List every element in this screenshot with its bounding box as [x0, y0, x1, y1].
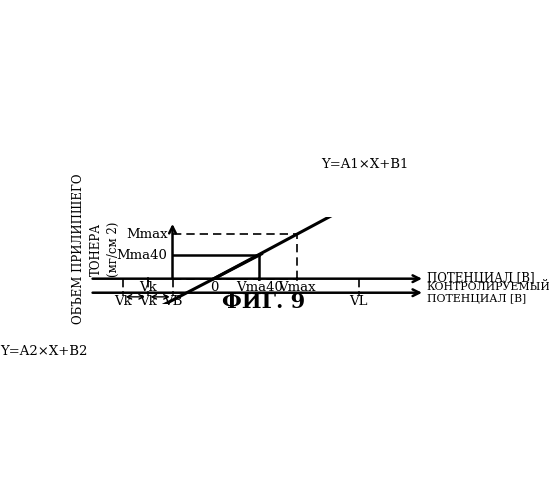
Text: Vk: Vk [139, 295, 156, 308]
Text: Y=A1×X+B1: Y=A1×X+B1 [321, 158, 408, 171]
Text: Mmax: Mmax [126, 228, 167, 241]
Text: 0: 0 [210, 282, 218, 294]
Text: ФИГ. 9: ФИГ. 9 [222, 292, 305, 312]
Text: ПОТЕНЦИАЛ [В]: ПОТЕНЦИАЛ [В] [427, 272, 535, 285]
Text: VB: VB [163, 295, 182, 308]
Text: VL: VL [349, 295, 368, 308]
Text: Y=A2×X+B2: Y=A2×X+B2 [1, 345, 88, 358]
Text: Vmax: Vmax [278, 282, 316, 294]
Text: Mma40: Mma40 [117, 248, 167, 262]
Text: Vma40: Vma40 [236, 282, 283, 294]
Text: Vk: Vk [114, 295, 132, 308]
Text: ОБЪЕМ ПРИЛИПШЕГО
ТОНЕРА
(мг/см 2): ОБЪЕМ ПРИЛИПШЕГО ТОНЕРА (мг/см 2) [72, 174, 120, 324]
Text: КОНТРОЛИРУЕМЫЙ
ПОТЕНЦИАЛ [В]: КОНТРОЛИРУЕМЫЙ ПОТЕНЦИАЛ [В] [427, 282, 549, 304]
Text: Vk: Vk [139, 282, 156, 294]
